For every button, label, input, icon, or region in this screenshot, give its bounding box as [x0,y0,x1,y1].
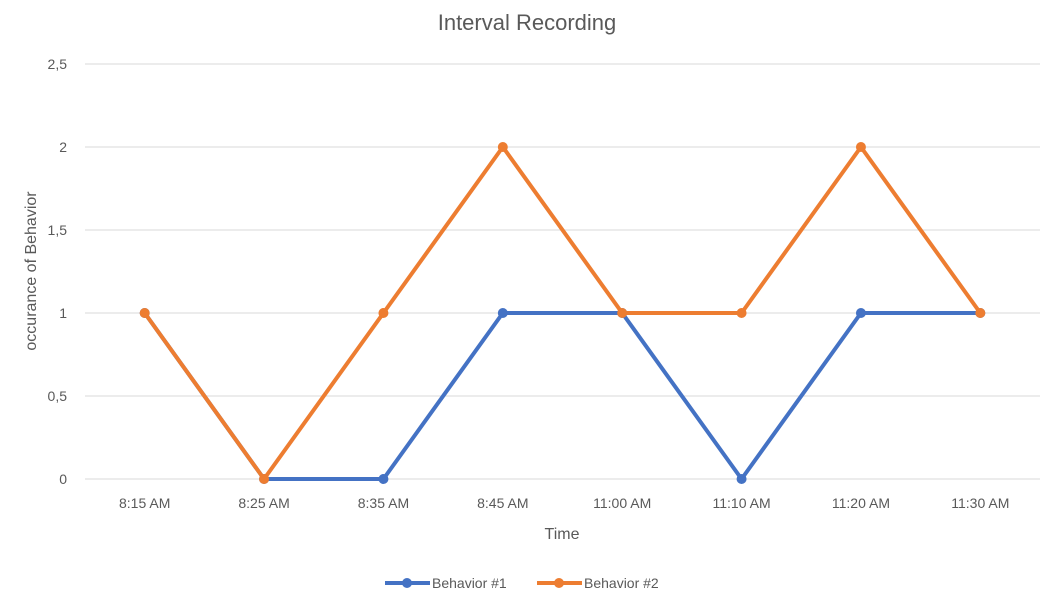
data-point [139,308,150,318]
data-point [497,308,508,318]
data-point [378,474,389,484]
x-tick-label: 11:10 AM [713,495,771,511]
legend-label: Behavior #1 [432,575,507,591]
data-point [378,308,389,318]
data-point [736,308,747,318]
chart-title: Interval Recording [438,10,617,35]
data-point [617,308,628,318]
legend: Behavior #1 Behavior #2 [385,575,659,591]
y-tick-label: 0 [59,471,67,487]
x-tick-label: 8:45 AM [477,495,528,511]
series-line-2 [143,145,982,481]
data-point [975,308,986,318]
x-tick-label: 11:30 AM [951,495,1009,511]
y-tick-label: 1 [59,305,67,321]
y-tick-label: 0,5 [48,388,68,404]
data-point [736,474,747,484]
y-tick-label: 2,5 [48,56,68,72]
x-tick-label: 8:35 AM [358,495,409,511]
legend-marker [554,578,564,588]
x-tick-label: 8:25 AM [238,495,289,511]
legend-label: Behavior #2 [584,575,659,591]
legend-marker [402,578,412,588]
y-axis-label: occurance of Behavior [23,191,40,351]
data-point [497,142,508,152]
x-tick-label: 11:20 AM [832,495,890,511]
y-tick-label: 2 [59,139,67,155]
x-tick-label: 8:15 AM [119,495,170,511]
x-tick-label: 11:00 AM [593,495,651,511]
data-point [259,474,270,484]
x-axis-label: Time [545,526,580,543]
data-point [855,142,866,152]
data-point [855,308,866,318]
y-tick-label: 1,5 [48,222,68,238]
series-line-1 [143,311,981,481]
